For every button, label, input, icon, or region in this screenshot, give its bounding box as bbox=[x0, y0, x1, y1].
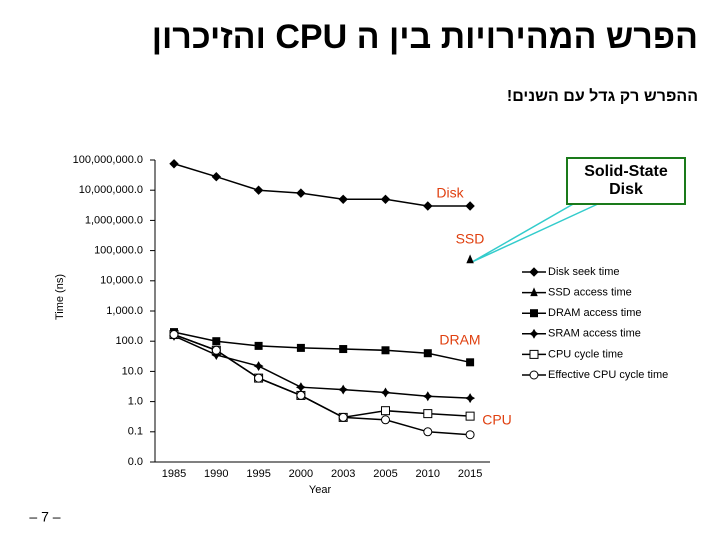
marker bbox=[338, 384, 349, 395]
legend-label: Disk seek time bbox=[548, 266, 620, 278]
series bbox=[169, 330, 475, 440]
legend-label: Effective CPU cycle time bbox=[548, 369, 668, 381]
legend-label: SRAM access time bbox=[548, 328, 641, 340]
marker bbox=[253, 361, 264, 372]
marker bbox=[381, 406, 390, 416]
marker bbox=[465, 430, 475, 440]
marker bbox=[169, 159, 179, 169]
marker bbox=[530, 287, 538, 297]
marker bbox=[380, 387, 391, 398]
marker bbox=[296, 343, 305, 352]
series-line bbox=[173, 331, 471, 364]
x-tick-label: 1985 bbox=[162, 468, 186, 480]
marker bbox=[529, 328, 539, 339]
marker bbox=[296, 188, 306, 198]
y-axis-label: Time (ns) bbox=[54, 274, 66, 320]
y-tick-label: 100.0 bbox=[115, 335, 143, 347]
marker bbox=[466, 358, 475, 367]
marker bbox=[212, 337, 221, 346]
annotation: Disk bbox=[436, 185, 464, 201]
marker bbox=[339, 345, 348, 354]
y-tick-label: 10,000.0 bbox=[100, 275, 143, 287]
x-tick-label: 2010 bbox=[416, 468, 440, 480]
x-tick-label: 1995 bbox=[246, 468, 270, 480]
y-tick-label: 100,000.0 bbox=[94, 245, 143, 257]
marker bbox=[295, 382, 306, 393]
marker bbox=[211, 345, 221, 355]
annotation: CPU bbox=[482, 412, 512, 428]
x-tick-label: 1990 bbox=[204, 468, 228, 480]
marker bbox=[423, 349, 432, 358]
y-tick-label: 10.0 bbox=[122, 365, 143, 377]
series bbox=[169, 159, 475, 211]
marker bbox=[529, 267, 539, 277]
y-tick-label: 1.0 bbox=[128, 396, 143, 408]
marker bbox=[211, 171, 222, 182]
y-tick-label: 1,000.0 bbox=[106, 305, 143, 317]
marker bbox=[380, 194, 391, 204]
marker bbox=[254, 341, 263, 350]
marker bbox=[338, 194, 348, 204]
marker bbox=[466, 254, 474, 264]
slide-subtitle: ההפרש רק גדל עם השנים! bbox=[506, 88, 698, 105]
marker bbox=[296, 390, 306, 400]
y-tick-label: 0.1 bbox=[128, 426, 143, 438]
annotation: DRAM bbox=[439, 332, 480, 348]
marker bbox=[423, 427, 433, 437]
y-tick-label: 0.0 bbox=[128, 456, 143, 468]
legend-label: SSD access time bbox=[548, 287, 632, 299]
series-line bbox=[173, 335, 471, 399]
marker bbox=[254, 373, 264, 383]
marker bbox=[465, 201, 475, 211]
legend-label: DRAM access time bbox=[548, 307, 642, 319]
series bbox=[466, 254, 474, 264]
x-tick-label: 2000 bbox=[289, 468, 313, 480]
marker bbox=[381, 415, 390, 425]
marker bbox=[423, 201, 433, 211]
x-tick-label: 2005 bbox=[373, 468, 397, 480]
marker bbox=[169, 330, 179, 340]
callout-pointer bbox=[471, 202, 601, 263]
marker bbox=[253, 185, 264, 195]
x-axis-label: Year bbox=[309, 484, 332, 496]
marker bbox=[529, 370, 539, 380]
y-tick-label: 100,000,000.0 bbox=[73, 154, 143, 166]
marker bbox=[530, 309, 538, 318]
series-line bbox=[173, 333, 471, 436]
y-tick-label: 10,000,000.0 bbox=[79, 184, 143, 196]
y-tick-label: 1,000,000.0 bbox=[85, 214, 143, 226]
marker bbox=[529, 349, 539, 359]
x-tick-label: 2003 bbox=[331, 468, 355, 480]
marker bbox=[381, 346, 390, 355]
callout: Solid-State Disk bbox=[566, 157, 686, 205]
series-line bbox=[173, 163, 471, 207]
marker bbox=[465, 411, 475, 421]
x-tick-label: 2015 bbox=[458, 468, 482, 480]
slide-title: הפרש המהירויות בין ה CPU והזיכרון bbox=[151, 18, 698, 56]
page-number: – 7 – bbox=[29, 509, 60, 525]
marker bbox=[465, 393, 476, 404]
marker bbox=[423, 409, 433, 419]
annotation: SSD bbox=[456, 231, 485, 247]
legend-label: CPU cycle time bbox=[548, 348, 623, 360]
marker bbox=[338, 412, 348, 422]
marker bbox=[422, 391, 433, 402]
